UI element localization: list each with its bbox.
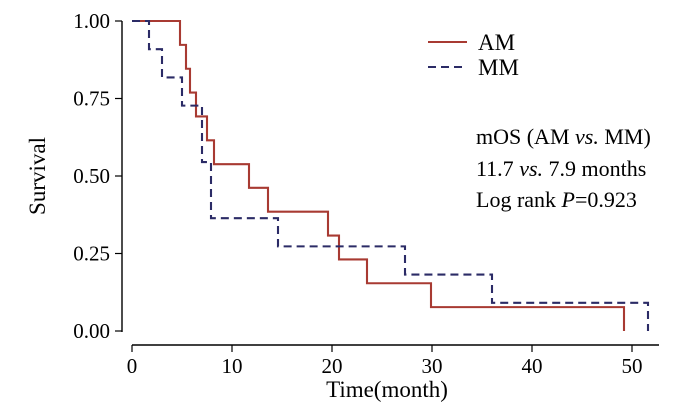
annotation-line-3: Log rank P=0.923 (476, 187, 637, 212)
series-line-am (132, 19, 626, 331)
x-tick-label: 30 (422, 354, 443, 378)
legend: AM MM (428, 30, 519, 80)
y-tick-label: 0.50 (73, 164, 110, 188)
annotation-line-1: mOS (AM vs. MM) (476, 124, 651, 149)
x-tick-label: 10 (222, 354, 243, 378)
annotation-block: mOS (AM vs. MM) 11.7 vs. 7.9 months Log … (476, 124, 651, 212)
y-axis-title: Survival (25, 137, 50, 215)
legend-label-am: AM (478, 30, 515, 55)
series-line-mm (132, 19, 650, 331)
x-axis-title: Time(month) (326, 377, 448, 402)
x-axis-ticks: 0 10 20 30 40 50 (127, 345, 643, 378)
x-tick-label: 40 (522, 354, 543, 378)
x-tick-label: 20 (322, 354, 343, 378)
y-tick-label: 1.00 (73, 9, 110, 33)
annotation-line-2: 11.7 vs. 7.9 months (476, 156, 646, 181)
y-axis-ticks: 0.00 0.25 0.50 0.75 1.00 (73, 9, 122, 343)
y-tick-label: 0.25 (73, 242, 110, 266)
x-tick-label: 50 (622, 354, 643, 378)
series-layer (132, 19, 650, 331)
legend-label-mm: MM (478, 55, 519, 80)
x-tick-label: 0 (127, 354, 138, 378)
y-tick-label: 0.75 (73, 87, 110, 111)
y-tick-label: 0.00 (73, 319, 110, 343)
